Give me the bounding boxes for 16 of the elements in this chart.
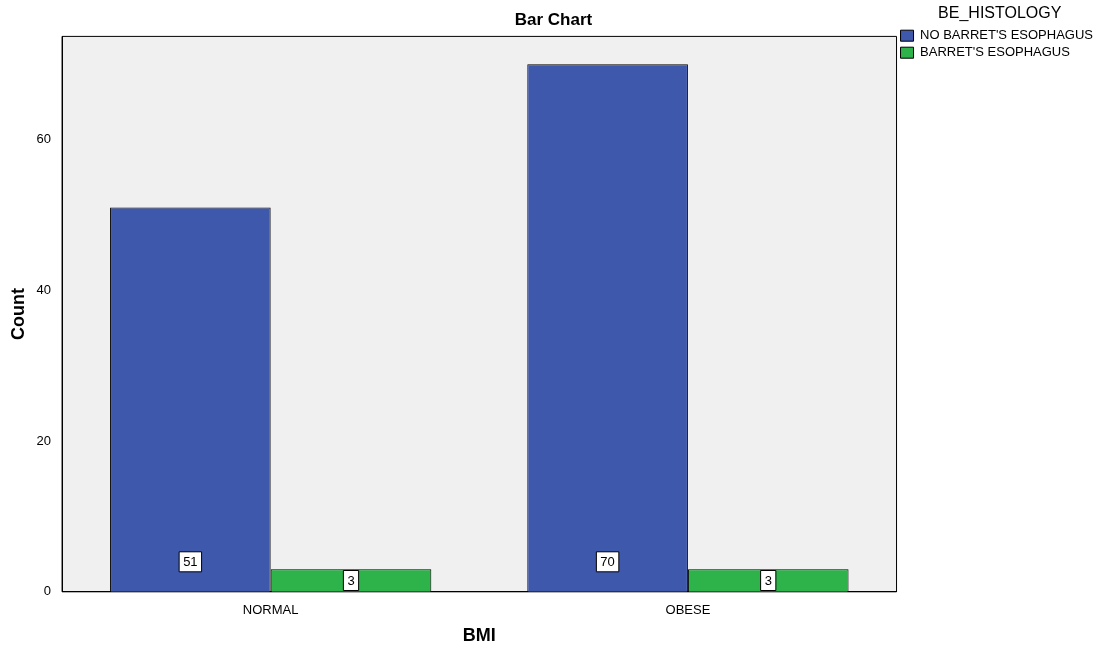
- x-tick-label: NORMAL: [242, 602, 299, 618]
- y-axis-title: Count: [7, 288, 28, 341]
- x-tick-label: OBESE: [665, 602, 711, 618]
- x-axis-title: BMI: [462, 625, 496, 646]
- y-tick-label: 60: [36, 131, 52, 147]
- y-tick-label: 20: [36, 432, 52, 448]
- data-label: 70: [600, 554, 615, 570]
- chart-title: Bar Chart: [514, 9, 593, 29]
- legend-title: BE_HISTOLOGY: [938, 4, 1062, 23]
- legend-label: BARRET'S ESOPHAGUS: [920, 44, 1071, 60]
- y-tick-label: 40: [36, 281, 52, 297]
- data-label: 3: [347, 573, 355, 589]
- legend-label: NO BARRET'S ESOPHAGUS: [920, 27, 1094, 43]
- data-label: 3: [764, 573, 772, 589]
- data-label: 51: [183, 554, 198, 570]
- y-tick-label: 0: [43, 583, 52, 599]
